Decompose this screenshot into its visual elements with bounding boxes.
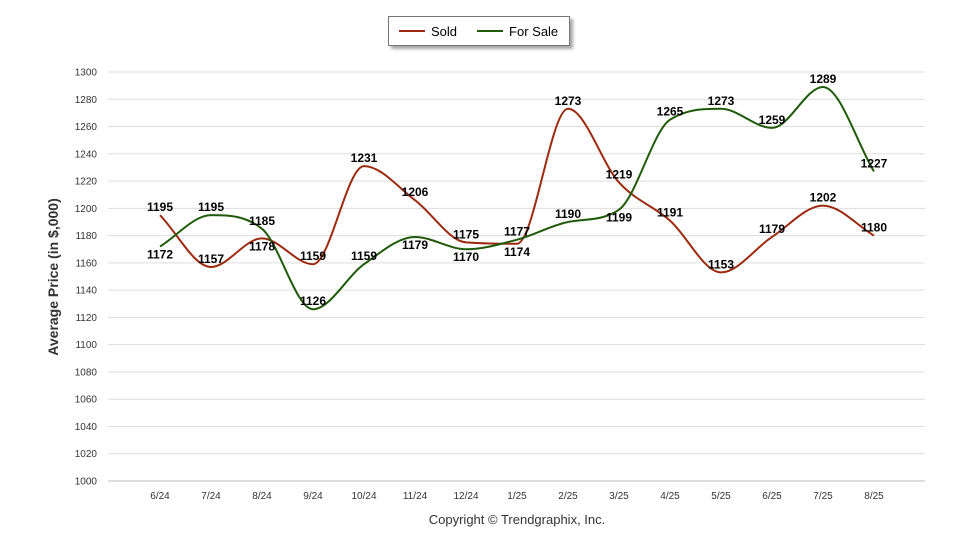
legend-swatch-for-sale xyxy=(477,30,504,32)
x-tick-label: 8/25 xyxy=(864,491,884,502)
y-tick-label: 1020 xyxy=(75,449,98,460)
data-label: 1195 xyxy=(198,200,224,214)
legend-item-sold: Sold xyxy=(399,24,457,39)
x-tick-label: 11/24 xyxy=(403,491,428,502)
data-label: 1259 xyxy=(759,113,786,127)
data-label: 1273 xyxy=(708,94,735,108)
copyright-text: Copyright © Trendgraphix, Inc. xyxy=(428,512,606,527)
data-label: 1231 xyxy=(351,151,378,165)
data-label: 1191 xyxy=(657,206,683,220)
y-tick-label: 1140 xyxy=(75,286,97,297)
data-label: 1153 xyxy=(708,257,734,271)
data-label: 1199 xyxy=(606,211,632,225)
x-tick-label: 8/24 xyxy=(252,491,272,502)
x-tick-label: 1/25 xyxy=(507,491,527,502)
x-tick-label: 3/25 xyxy=(609,491,629,502)
x-tick-labels: 6/24 7/24 8/24 9/24 10/24 11/24 12/24 1/25 2/25 3… xyxy=(150,491,884,502)
y-tick-label: 1300 xyxy=(75,68,98,79)
data-label: 1219 xyxy=(606,167,633,181)
y-tick-label: 1260 xyxy=(75,122,98,133)
data-label: 1273 xyxy=(555,94,582,108)
legend-label-for-sale: For Sale xyxy=(509,23,559,39)
data-label: 1180 xyxy=(861,221,887,235)
legend-item-for-sale: For Sale xyxy=(477,24,558,39)
y-tick-label: 1200 xyxy=(75,204,98,215)
x-tick-label: 12/24 xyxy=(453,491,478,502)
y-tick-label: 1120 xyxy=(75,313,97,324)
grid-lines xyxy=(108,71,925,482)
y-axis-label: Average Price (in $,000) xyxy=(45,198,61,355)
data-label: 1159 xyxy=(300,249,326,263)
y-tick-label: 1080 xyxy=(75,367,98,378)
data-label: 1157 xyxy=(198,252,224,266)
x-tick-label: 7/25 xyxy=(813,491,833,502)
series-lines xyxy=(159,85,875,311)
data-label: 1227 xyxy=(861,157,888,171)
data-label: 1175 xyxy=(453,227,479,241)
data-label: 1174 xyxy=(504,245,530,259)
x-tick-label: 6/24 xyxy=(150,491,170,502)
data-label: 1179 xyxy=(402,238,428,252)
data-label: 1202 xyxy=(810,191,837,205)
y-tick-label: 1240 xyxy=(75,149,98,160)
series-line-sold xyxy=(159,107,875,274)
data-label: 1289 xyxy=(810,72,837,86)
y-tick-label: 1100 xyxy=(75,340,97,351)
x-tick-label: 7/24 xyxy=(201,491,221,502)
x-tick-label: 9/24 xyxy=(303,491,323,502)
data-label: 1170 xyxy=(453,250,479,264)
data-label: 1195 xyxy=(147,200,173,214)
data-labels: 1195 1157 1178 1159 1231 1206 1175 1174 1273 1219… xyxy=(147,72,888,308)
data-label: 1177 xyxy=(504,225,530,239)
x-tick-label: 2/25 xyxy=(558,491,578,502)
data-label: 1190 xyxy=(555,207,581,221)
y-tick-label: 1180 xyxy=(75,231,97,242)
series-line-for-sale xyxy=(159,85,875,311)
legend-label-sold: Sold xyxy=(431,23,458,39)
x-tick-label: 5/25 xyxy=(711,491,731,502)
x-tick-label: 6/25 xyxy=(762,491,782,502)
data-label: 1185 xyxy=(249,214,275,228)
data-label: 1206 xyxy=(402,185,429,199)
data-label: 1265 xyxy=(657,105,684,119)
legend-swatch-sold xyxy=(399,30,425,32)
data-label: 1159 xyxy=(351,249,377,263)
data-label: 1178 xyxy=(249,239,275,253)
x-tick-label: 4/25 xyxy=(660,491,680,502)
y-tick-label: 1160 xyxy=(75,258,97,269)
data-label: 1179 xyxy=(759,222,785,236)
y-tick-label: 1040 xyxy=(75,422,98,433)
y-tick-labels: 1000 1020 1040 1060 1080 1100 1120 1140 1160 1180… xyxy=(75,68,98,488)
y-tick-label: 1000 xyxy=(75,477,98,488)
legend: Sold For Sale xyxy=(388,16,570,46)
data-label: 1126 xyxy=(300,294,326,308)
data-label: 1172 xyxy=(147,248,173,262)
y-tick-label: 1280 xyxy=(75,95,98,106)
x-tick-label: 10/24 xyxy=(351,491,376,502)
y-tick-label: 1220 xyxy=(75,177,98,188)
y-tick-label: 1060 xyxy=(75,395,98,406)
